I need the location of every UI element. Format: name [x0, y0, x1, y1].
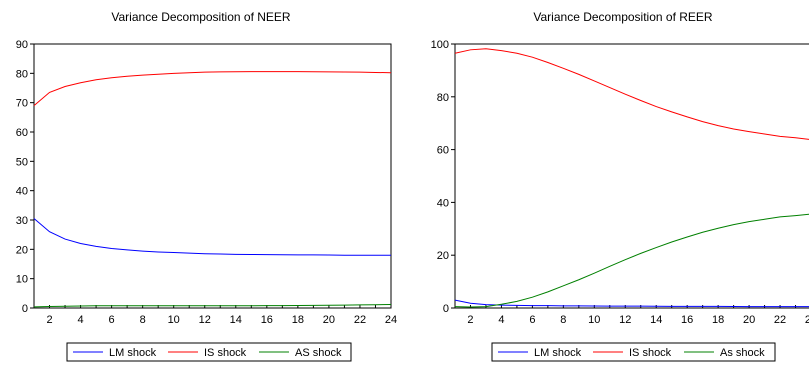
y-tick-label-neer-60: 60	[16, 127, 28, 139]
y-tick-label-neer-50: 50	[16, 156, 28, 168]
y-tick-label-reer-20: 20	[437, 250, 449, 262]
legend-label-lm-reer: LM shock	[534, 347, 582, 359]
y-tick-label-reer-0: 0	[443, 303, 449, 315]
chart-neer: Variance Decomposition of NEER 010203040…	[16, 10, 397, 362]
plot-frame-reer	[454, 43, 809, 309]
legend-box-neer	[66, 342, 352, 362]
x-tick-label-reer-2: 2	[467, 314, 473, 326]
x-tick-label-reer-18: 18	[712, 314, 724, 326]
series-line-as-reer	[454, 213, 809, 308]
y-tick-label-reer-40: 40	[437, 197, 449, 209]
series-line-lm-neer	[33, 218, 391, 256]
series-line-is-neer	[33, 71, 392, 106]
plot-frame-neer	[33, 43, 392, 309]
legend-label-lm-neer: LM shock	[109, 347, 157, 359]
legend-label-as-neer: AS shock	[295, 347, 342, 359]
x-tick-label-reer-20: 20	[743, 314, 755, 326]
chart-title-reer: Variance Decomposition of REER	[533, 10, 713, 24]
x-tick-label-reer-22: 22	[774, 314, 786, 326]
x-tick-label-neer-2: 2	[46, 314, 52, 326]
y-axis-reer: 0 20 40 60 80 100	[431, 39, 455, 315]
legend-box-reer	[491, 342, 776, 362]
y-tick-label-reer-80: 80	[437, 92, 449, 104]
x-tick-label-neer-12: 12	[199, 314, 211, 326]
y-tick-label-neer-10: 10	[16, 274, 28, 286]
x-tick-label-reer-10: 10	[588, 314, 600, 326]
x-tick-label-reer-4: 4	[498, 314, 504, 326]
y-tick-label-neer-80: 80	[16, 68, 28, 80]
x-tick-label-neer-20: 20	[323, 314, 335, 326]
x-tick-label-neer-18: 18	[292, 314, 304, 326]
y-tick-label-reer-60: 60	[437, 145, 449, 157]
x-tick-label-neer-6: 6	[109, 314, 115, 326]
y-axis-neer: 0 10 20 30 40 50 60 70 80 90	[16, 39, 34, 315]
x-tick-label-neer-22: 22	[354, 314, 366, 326]
legend-label-as-reer: As shock	[720, 347, 765, 359]
series-line-is-reer	[454, 48, 809, 140]
legend-neer: LM shock IS shock AS shock	[66, 342, 352, 362]
x-tick-label-neer-4: 4	[78, 314, 84, 326]
y-tick-label-reer-100: 100	[431, 39, 449, 51]
x-tick-label-reer-14: 14	[650, 314, 662, 326]
x-tick-label-neer-10: 10	[168, 314, 180, 326]
chart-title-neer: Variance Decomposition of NEER	[111, 10, 291, 24]
legend-label-is-reer: IS shock	[629, 347, 672, 359]
series-line-lm-reer	[454, 299, 809, 308]
x-tick-label-neer-24: 24	[385, 314, 397, 326]
legend-label-is-neer: IS shock	[204, 347, 247, 359]
y-tick-label-neer-20: 20	[16, 244, 28, 256]
x-tick-label-reer-6: 6	[529, 314, 535, 326]
series-group-neer	[33, 71, 392, 308]
y-tick-label-neer-40: 40	[16, 186, 28, 198]
y-tick-label-neer-30: 30	[16, 215, 28, 227]
x-tick-label-neer-16: 16	[261, 314, 273, 326]
x-tick-label-reer-16: 16	[681, 314, 693, 326]
x-tick-label-reer-24: 24	[805, 314, 809, 326]
y-tick-label-neer-70: 70	[16, 98, 28, 110]
series-group-reer	[454, 48, 809, 308]
series-line-as-neer	[33, 303, 392, 308]
x-tick-label-reer-8: 8	[560, 314, 566, 326]
x-tick-label-neer-8: 8	[140, 314, 146, 326]
legend-reer: LM shock IS shock As shock	[491, 342, 776, 362]
y-tick-label-neer-90: 90	[16, 39, 28, 51]
y-tick-label-neer-0: 0	[22, 303, 28, 315]
x-tick-label-neer-14: 14	[230, 314, 242, 326]
x-tick-label-reer-12: 12	[619, 314, 631, 326]
chart-reer: Variance Decomposition of REER 020406080…	[431, 10, 809, 362]
